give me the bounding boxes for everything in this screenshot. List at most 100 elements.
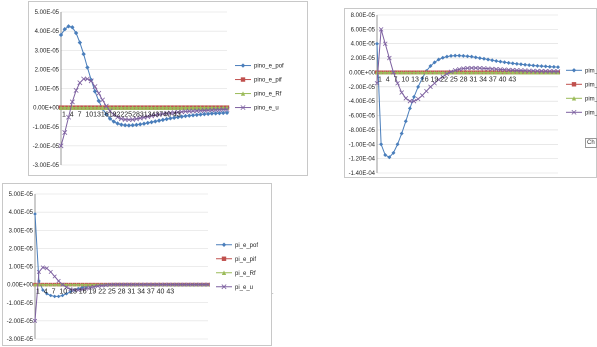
data-point <box>547 64 552 69</box>
data-point <box>150 282 156 287</box>
data-point <box>100 105 105 110</box>
data-point <box>494 66 499 72</box>
legend-marker <box>221 284 227 290</box>
data-point <box>416 84 421 89</box>
data-point <box>36 269 42 275</box>
data-point <box>221 110 226 116</box>
data-point <box>415 96 421 102</box>
data-point <box>119 282 124 287</box>
data-point <box>375 41 379 46</box>
y-tick-label: 5.00E-05 <box>9 192 34 198</box>
data-point <box>145 105 150 110</box>
data-point <box>424 70 429 75</box>
legend-label: pi_e_pif <box>235 257 256 263</box>
y-tick-label: 8.00E-05 <box>351 13 376 19</box>
data-point <box>412 94 417 99</box>
data-point <box>123 282 128 287</box>
data-point <box>88 105 94 110</box>
data-point <box>44 266 49 271</box>
data-point <box>205 111 211 117</box>
legend-label: pim_e_pif <box>585 82 597 88</box>
data-point <box>70 25 75 30</box>
data-point <box>77 40 83 45</box>
data-point <box>428 84 433 90</box>
data-point <box>171 105 177 110</box>
data-point <box>182 282 187 287</box>
data-point <box>141 114 147 120</box>
data-point <box>490 58 495 63</box>
data-point <box>213 111 218 116</box>
data-point <box>399 70 404 75</box>
data-point <box>32 318 38 323</box>
data-point <box>469 54 474 59</box>
data-point <box>518 68 524 73</box>
data-point <box>96 90 102 96</box>
data-point <box>523 70 528 75</box>
data-point <box>217 110 222 116</box>
data-point <box>498 59 503 64</box>
data-point <box>33 212 37 216</box>
data-point <box>85 65 90 70</box>
y-tick-label: -1.40E-04 <box>349 171 376 177</box>
data-point <box>510 70 515 75</box>
data-point <box>70 105 75 110</box>
y-tick-label: -3.00E-05 <box>7 337 34 343</box>
data-point <box>523 62 528 67</box>
legend-label: pim_e_u <box>585 110 597 116</box>
data-point <box>481 56 486 61</box>
data-point <box>461 53 466 58</box>
data-point <box>179 105 184 110</box>
y-tick-label: 4.00E-05 <box>35 29 60 35</box>
data-point <box>489 66 495 72</box>
data-point <box>160 117 166 123</box>
data-point <box>399 131 404 136</box>
data-point <box>62 130 68 135</box>
data-point <box>209 111 215 116</box>
data-point <box>198 282 203 287</box>
data-point <box>104 112 109 117</box>
data-point <box>379 70 384 75</box>
data-point <box>111 282 116 287</box>
data-point <box>494 70 499 75</box>
legend-label: pim_e_Rf <box>585 96 597 102</box>
chart-svg: 8.00E-05 6.00E-05 4.00E-05 2.00E-05 0.00E+00… <box>349 13 597 177</box>
chart-edge-marker: . <box>272 290 274 296</box>
y-tick-label: -2.00E-05 <box>33 144 60 150</box>
data-point <box>543 70 548 75</box>
legend-label: pim_e_pof <box>585 68 597 74</box>
data-point <box>555 69 561 74</box>
data-point <box>556 65 560 70</box>
data-point <box>469 65 474 71</box>
data-point <box>477 65 483 71</box>
data-point <box>126 105 132 110</box>
data-point <box>449 53 454 58</box>
data-point <box>107 108 113 114</box>
data-point <box>166 282 171 287</box>
data-point <box>146 282 152 287</box>
data-point <box>395 142 400 147</box>
data-point <box>92 84 98 90</box>
data-point <box>130 105 135 110</box>
data-point <box>103 283 108 288</box>
data-point <box>531 63 536 68</box>
data-point <box>551 70 556 75</box>
y-tick-label: 0.00E+00 <box>349 70 376 76</box>
data-point <box>224 110 230 115</box>
data-point <box>52 282 57 287</box>
data-point <box>378 27 384 32</box>
data-point <box>134 105 139 110</box>
data-point <box>156 105 162 110</box>
y-tick-label: 6.00E-05 <box>351 27 376 33</box>
data-point <box>48 293 53 298</box>
data-point <box>119 122 124 127</box>
data-point <box>440 55 445 60</box>
data-point <box>486 70 491 75</box>
y-tick-label: 3.00E-05 <box>35 48 60 54</box>
data-point <box>535 70 540 75</box>
data-point <box>122 123 128 128</box>
y-tick-label: 2.00E-05 <box>35 67 60 73</box>
y-tick-label: -1.00E-05 <box>7 301 34 307</box>
data-point <box>424 88 429 94</box>
y-tick-label: 3.00E-05 <box>9 228 34 234</box>
data-point <box>143 282 148 287</box>
